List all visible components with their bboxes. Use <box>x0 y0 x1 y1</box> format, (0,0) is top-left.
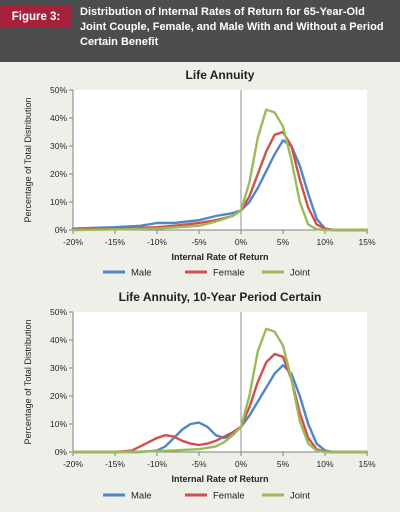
series-line-joint <box>71 327 369 454</box>
y-tick-label: 0% <box>55 225 68 235</box>
series-line-female <box>71 130 369 232</box>
x-axis-label: Internal Rate of Return <box>171 252 268 262</box>
legend-label-joint: Joint <box>290 268 310 279</box>
chart-2: Life Annuity, 10-Year Period Certain 0% 10… <box>23 290 376 502</box>
charts-svg: Life Annuity 0% 10% 20% 30% 40% 50% -20% -15% -10… <box>23 68 376 502</box>
x-tick-label: -15% <box>105 459 125 469</box>
figure-title: Distribution of Internal Rates of Return… <box>80 6 384 48</box>
chart-title: Life Annuity <box>186 68 255 82</box>
plot-area <box>73 312 367 452</box>
chart-1: Life Annuity 0% 10% 20% 30% 40% 50% -20% -15% -10… <box>23 68 376 279</box>
y-tick-label: 50% <box>50 307 67 317</box>
y-tick-label: 40% <box>50 335 67 345</box>
x-tick-label: 15% <box>358 459 375 469</box>
y-tick-label: 10% <box>50 197 67 207</box>
x-tick-label: -5% <box>191 459 207 469</box>
x-tick-label: -20% <box>63 237 83 247</box>
figure-header: Figure 3: Distribution of Internal Rates… <box>0 0 400 62</box>
y-axis-label: Percentage of Total Distribution <box>23 98 33 223</box>
x-tick-label: 10% <box>316 459 333 469</box>
x-tick-label: 0% <box>235 237 248 247</box>
x-tick-label: -15% <box>105 237 125 247</box>
y-tick-label: 50% <box>50 85 67 95</box>
legend-label-joint: Joint <box>290 491 310 502</box>
y-tick-label: 30% <box>50 141 67 151</box>
y-tick-label: 0% <box>55 447 68 457</box>
y-tick-label: 40% <box>50 113 67 123</box>
x-tick-label: -5% <box>191 237 207 247</box>
x-tick-label: 5% <box>277 459 290 469</box>
y-tick-label: 20% <box>50 391 67 401</box>
y-tick-label: 30% <box>50 363 67 373</box>
x-tick-label: -10% <box>147 459 167 469</box>
y-tick-label: 20% <box>50 169 67 179</box>
series-line-joint <box>71 108 369 232</box>
series-line-male <box>71 139 369 232</box>
y-axis-label: Percentage of Total Distribution <box>23 320 33 445</box>
plot-area <box>73 90 367 230</box>
legend-label-male: Male <box>131 268 152 279</box>
x-tick-label: -20% <box>63 459 83 469</box>
legend-label-female: Female <box>213 268 245 279</box>
x-axis-label: Internal Rate of Return <box>171 474 268 484</box>
x-tick-label: 5% <box>277 237 290 247</box>
legend-label-male: Male <box>131 491 152 502</box>
chart-panel: Life Annuity 0% 10% 20% 30% 40% 50% -20% -15% -10… <box>0 62 400 512</box>
x-tick-label: 10% <box>316 237 333 247</box>
x-tick-label: 15% <box>358 237 375 247</box>
chart-title: Life Annuity, 10-Year Period Certain <box>119 290 322 304</box>
figure-label: Figure 3: <box>0 6 72 28</box>
legend-label-female: Female <box>213 491 245 502</box>
x-tick-label: -10% <box>147 237 167 247</box>
x-tick-label: 0% <box>235 459 248 469</box>
y-tick-label: 10% <box>50 419 67 429</box>
